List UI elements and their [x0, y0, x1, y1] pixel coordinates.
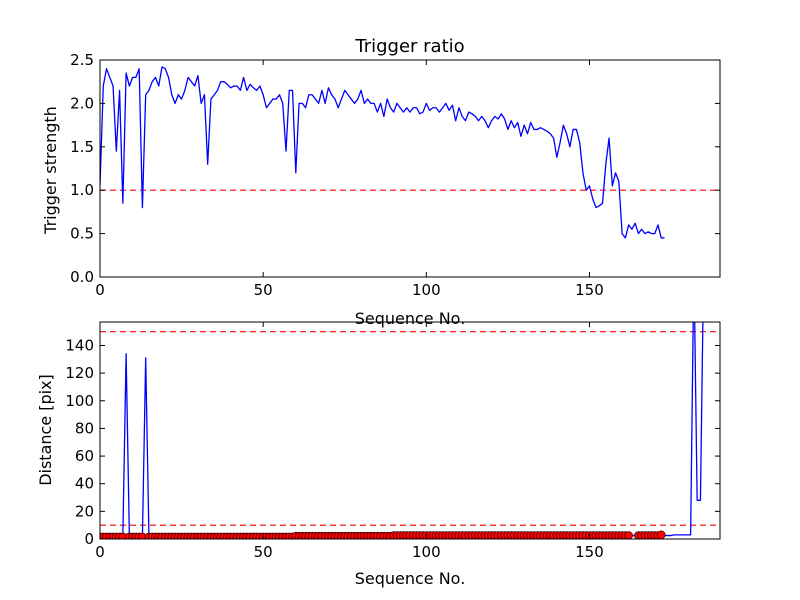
axes-frame [99, 321, 721, 540]
y-tick-label: 80 [75, 419, 94, 437]
chart-title: Trigger ratio [354, 36, 464, 57]
y-tick-label: 0 [84, 530, 94, 548]
x-axis-label: Sequence No. [355, 309, 466, 328]
data-point [624, 531, 633, 539]
x-tick-label: 100 [412, 281, 441, 299]
x-tick-label: 150 [575, 281, 604, 299]
x-tick-label: 100 [412, 543, 441, 561]
data-point [656, 530, 666, 539]
y-tick-label: 100 [65, 392, 94, 410]
y-tick-label: 0.5 [70, 225, 94, 243]
x-tick-label: 0 [95, 281, 105, 299]
y-tick-label: 140 [65, 336, 94, 354]
x-tick-label: 50 [254, 281, 273, 299]
y-tick-label: 2.5 [70, 51, 94, 69]
y-tick-label: 40 [75, 475, 94, 493]
x-tick-label: 0 [95, 543, 105, 561]
y-tick-label: 2.0 [70, 94, 94, 112]
plot-area [100, 322, 720, 539]
series-line [100, 66, 665, 239]
y-axis-label: Distance [pix] [36, 374, 55, 486]
y-tick-label: 20 [75, 502, 94, 520]
trigger-ratio-chart: Trigger ratio Sequence No. Trigger stren… [41, 36, 721, 328]
x-tick-label: 150 [575, 543, 604, 561]
y-tick-label: 0.0 [70, 268, 94, 286]
y-tick-label: 1.5 [70, 138, 94, 156]
y-tick-label: 60 [75, 447, 94, 465]
x-tick-label: 50 [254, 543, 273, 561]
y-axis-label: Trigger strength [41, 106, 60, 235]
series-line [100, 322, 704, 538]
y-tick-label: 120 [65, 364, 94, 382]
plot-area [100, 66, 720, 239]
x-axis-label: Sequence No. [355, 569, 466, 588]
distance-chart: Sequence No. Distance [pix] 0 50 100 150 0 20… [36, 321, 721, 588]
axes-frame [99, 59, 721, 278]
y-tick-label: 1.0 [70, 181, 94, 199]
